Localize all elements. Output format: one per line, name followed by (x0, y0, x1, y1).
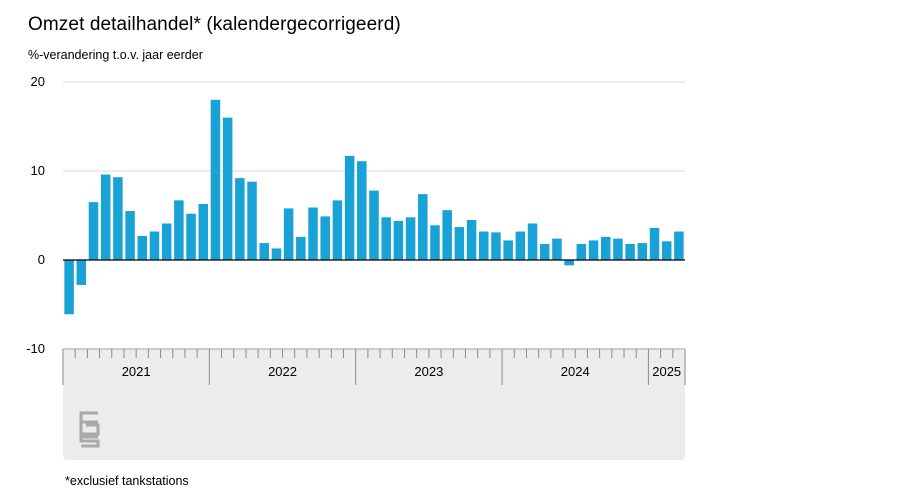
bar (564, 260, 574, 266)
x-year-label: 2021 (122, 364, 151, 379)
logo-part (79, 435, 100, 448)
bar (259, 243, 269, 260)
bar (235, 178, 245, 260)
cbs-logo-icon (79, 411, 100, 448)
chart-title: Omzet detailhandel* (kalendergecorrigeer… (28, 14, 401, 35)
bar (161, 223, 172, 260)
bar (527, 223, 538, 260)
bar (100, 174, 111, 260)
bar (320, 216, 330, 260)
bar (186, 213, 196, 260)
bar (466, 219, 477, 260)
bar (588, 240, 599, 260)
bar (613, 238, 623, 260)
bar (247, 181, 257, 260)
y-tick-label: -10 (26, 341, 45, 356)
bar (210, 99, 221, 260)
y-axis-tick-labels: 20 10 0 -10 (26, 74, 45, 356)
bar (625, 243, 635, 260)
bar (418, 194, 428, 260)
bar (649, 227, 660, 260)
bars (64, 99, 684, 315)
bar (600, 236, 611, 260)
bar (369, 190, 379, 260)
bar (381, 217, 391, 260)
bar (442, 210, 452, 260)
x-year-label: 2022 (268, 364, 297, 379)
bar (661, 241, 672, 260)
bar (503, 240, 513, 260)
bar (296, 236, 306, 260)
bar (308, 207, 318, 260)
bar (174, 200, 184, 260)
x-axis: 2021 2022 2023 2024 2025 (62, 348, 686, 385)
bar (491, 232, 501, 260)
bar (430, 225, 440, 260)
y-tick-label: 10 (31, 163, 45, 178)
bar-chart: 20 10 0 -10 2021 2022 2023 2024 2025 (26, 74, 686, 460)
y-tick-label: 20 (31, 74, 45, 89)
bar (283, 208, 294, 260)
bar (332, 200, 343, 260)
x-year-label: 2024 (561, 364, 590, 379)
bar (576, 243, 587, 260)
bar (454, 227, 465, 260)
bar (674, 231, 684, 260)
x-year-label: 2023 (414, 364, 443, 379)
bar (137, 235, 148, 260)
bar (479, 231, 489, 260)
y-axis-unit-label: %-verandering t.o.v. jaar eerder (28, 48, 203, 62)
bar (113, 177, 123, 260)
bar (64, 260, 74, 315)
bar (198, 203, 209, 260)
bar (637, 243, 648, 260)
footnote: *exclusief tankstations (65, 474, 189, 488)
bar (222, 117, 233, 260)
x-axis-panel (63, 350, 685, 460)
bar (552, 238, 562, 260)
bar (515, 231, 526, 260)
logo-part (79, 416, 100, 436)
bar (539, 243, 550, 260)
bar (405, 217, 416, 260)
x-year-label: 2025 (652, 364, 681, 379)
bar (357, 161, 367, 260)
bar (393, 220, 404, 260)
bar (88, 202, 99, 260)
y-tick-label: 0 (38, 252, 45, 267)
bar (344, 155, 355, 260)
bar (271, 248, 282, 260)
bar (125, 211, 135, 260)
bar (149, 231, 160, 260)
bar (76, 260, 87, 285)
